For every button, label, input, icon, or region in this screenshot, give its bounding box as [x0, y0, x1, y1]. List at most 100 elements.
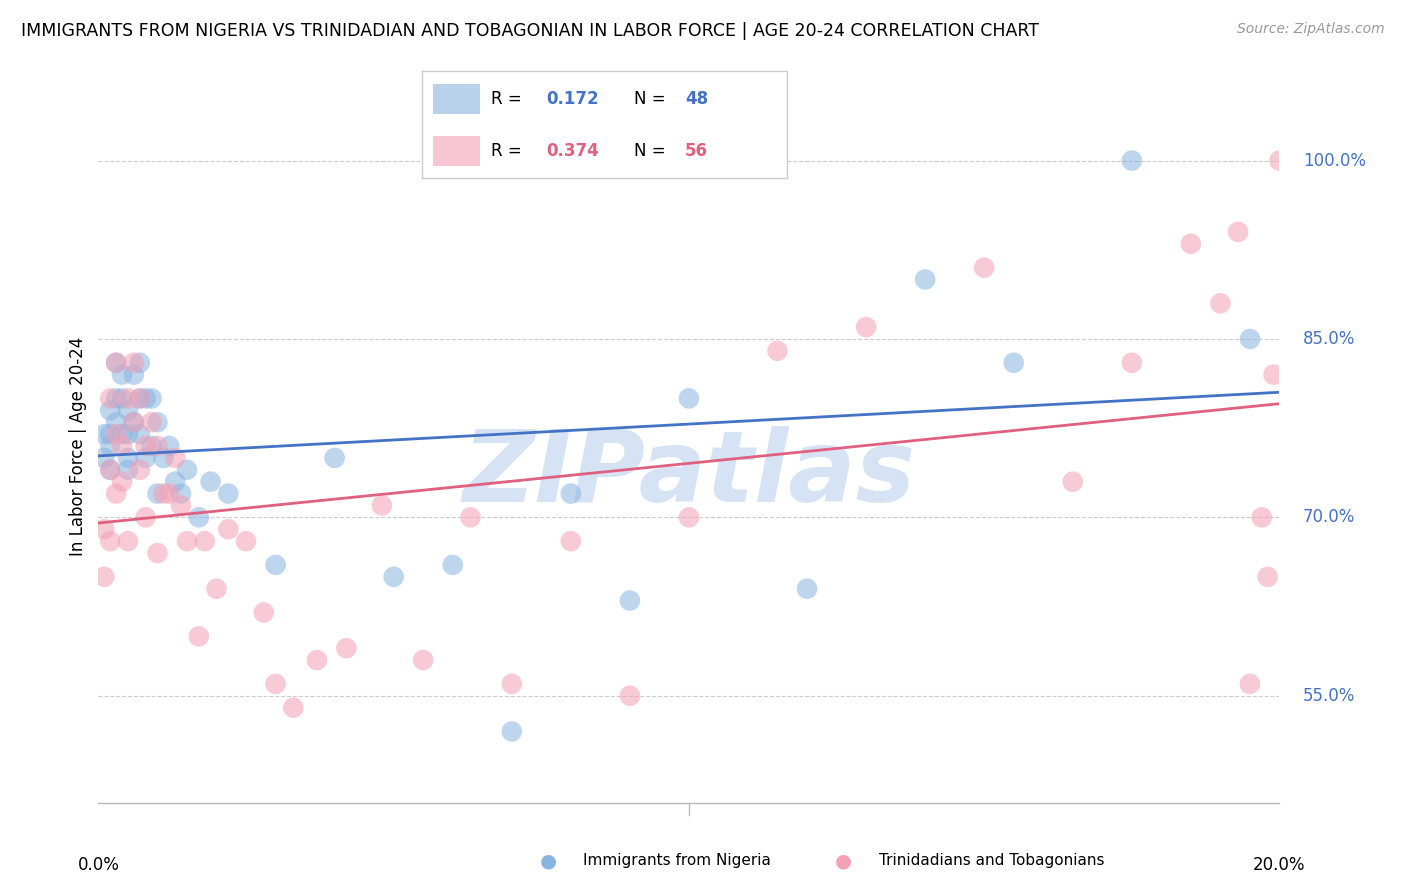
Point [117, 427, 139, 442]
Point [135, 510, 157, 524]
Point [157, 439, 180, 453]
Point [157, 486, 180, 500]
Point [105, 486, 128, 500]
Point [105, 427, 128, 442]
Point [1239, 677, 1261, 691]
Point [264, 558, 287, 572]
Point [187, 510, 209, 524]
Point [141, 392, 163, 406]
Point [194, 534, 217, 549]
Point [1268, 153, 1291, 168]
Text: Source: ZipAtlas.com: Source: ZipAtlas.com [1237, 22, 1385, 37]
Point [323, 450, 346, 465]
Point [371, 499, 394, 513]
Text: 0.374: 0.374 [546, 142, 599, 160]
Point [1257, 570, 1279, 584]
Point [560, 534, 582, 549]
Text: Trinidadians and Tobagonians: Trinidadians and Tobagonians [879, 854, 1104, 868]
Point [122, 415, 145, 429]
Point [152, 450, 174, 465]
Point [678, 510, 700, 524]
Point [382, 570, 405, 584]
Point [1263, 368, 1285, 382]
Point [105, 356, 128, 370]
Point [973, 260, 995, 275]
Point [796, 582, 818, 596]
Point [560, 486, 582, 500]
Point [141, 439, 163, 453]
Point [501, 724, 523, 739]
Point [98, 392, 121, 406]
Text: 100.0%: 100.0% [1303, 152, 1367, 169]
Point [105, 392, 128, 406]
Point [117, 392, 139, 406]
Point [619, 689, 641, 703]
Text: ●: ● [835, 851, 852, 871]
Text: ZIPatlas: ZIPatlas [463, 426, 915, 523]
Point [98, 427, 121, 442]
Point [146, 415, 169, 429]
Point [1180, 236, 1202, 251]
Point [93, 570, 115, 584]
Text: N =: N = [634, 90, 671, 108]
Text: 85.0%: 85.0% [1303, 330, 1355, 348]
Point [93, 522, 115, 536]
Point [105, 415, 128, 429]
Point [111, 439, 134, 453]
Text: 0.172: 0.172 [546, 90, 599, 108]
Text: 56: 56 [685, 142, 709, 160]
Point [135, 392, 157, 406]
Point [98, 463, 121, 477]
Point [128, 392, 150, 406]
Point [678, 392, 700, 406]
Point [914, 272, 936, 286]
Text: R =: R = [491, 90, 527, 108]
Point [1121, 153, 1143, 168]
Point [460, 510, 482, 524]
Point [176, 534, 198, 549]
Point [441, 558, 464, 572]
Point [122, 415, 145, 429]
Text: N =: N = [634, 142, 671, 160]
Point [111, 368, 134, 382]
Point [152, 486, 174, 500]
Point [117, 463, 139, 477]
Point [141, 415, 163, 429]
Point [501, 677, 523, 691]
Text: R =: R = [491, 142, 527, 160]
Point [117, 403, 139, 417]
Point [217, 486, 239, 500]
Point [165, 450, 187, 465]
Point [146, 439, 169, 453]
Point [98, 439, 121, 453]
Point [111, 475, 134, 489]
Point [283, 700, 305, 714]
Point [93, 427, 115, 442]
Text: 70.0%: 70.0% [1303, 508, 1355, 526]
Point [128, 356, 150, 370]
Point [205, 582, 228, 596]
Point [105, 356, 128, 370]
Point [412, 653, 434, 667]
Point [619, 593, 641, 607]
Bar [433, 84, 481, 114]
Point [135, 439, 157, 453]
Point [111, 427, 134, 442]
Point [1062, 475, 1084, 489]
Point [235, 534, 257, 549]
Point [335, 641, 357, 656]
Point [117, 534, 139, 549]
Point [128, 392, 150, 406]
Point [305, 653, 328, 667]
Point [264, 677, 287, 691]
Point [146, 486, 169, 500]
Bar [433, 136, 481, 166]
Point [146, 546, 169, 560]
Point [122, 368, 145, 382]
Point [176, 463, 198, 477]
Point [1209, 296, 1232, 310]
Point [98, 463, 121, 477]
Point [98, 403, 121, 417]
Text: ●: ● [540, 851, 557, 871]
Point [128, 463, 150, 477]
